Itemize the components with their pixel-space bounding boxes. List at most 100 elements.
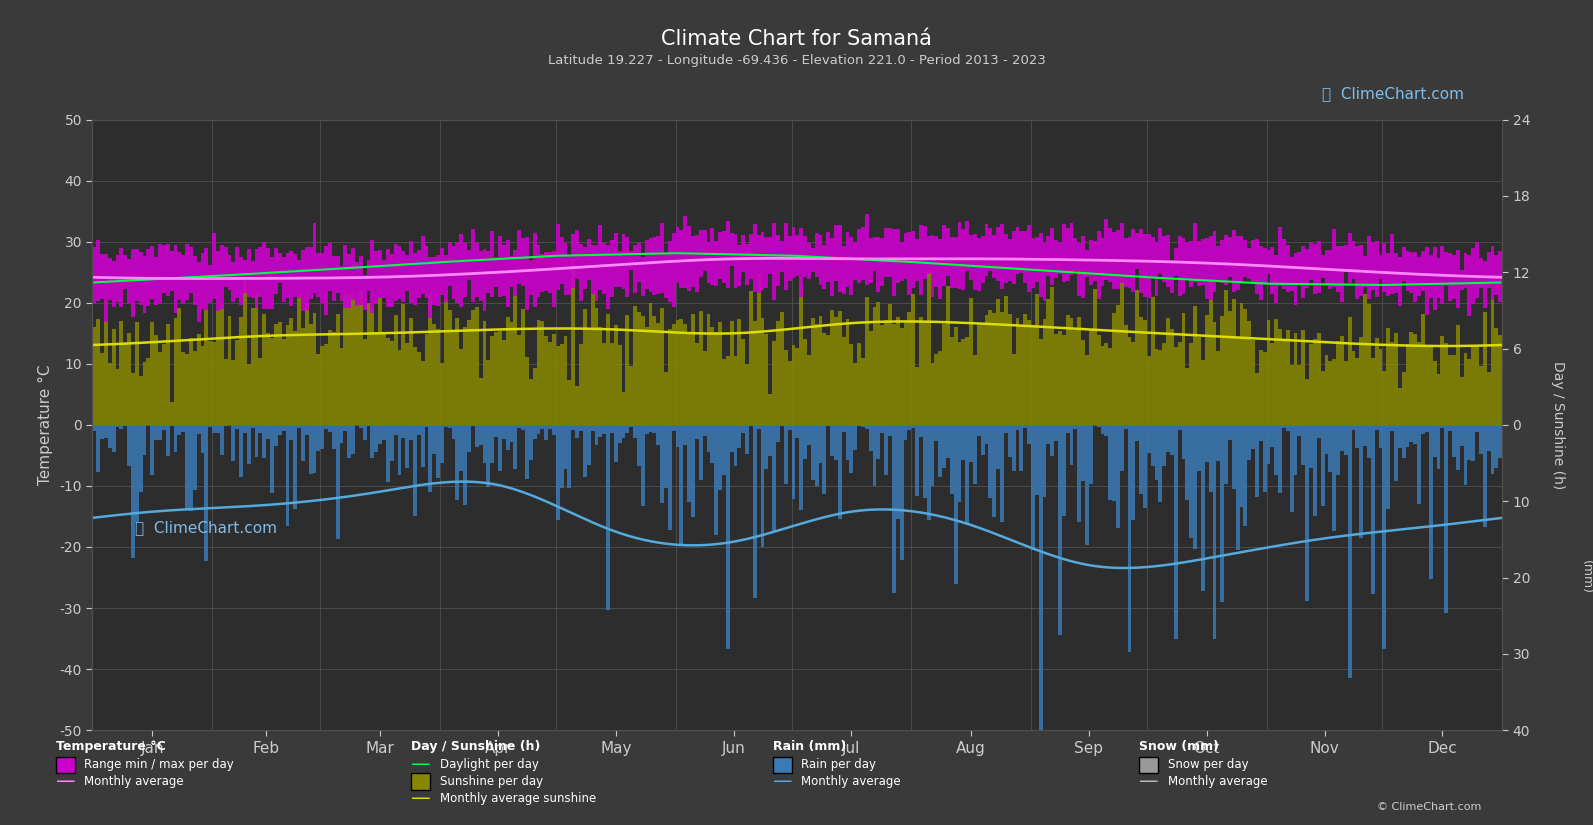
Bar: [483, 425, 486, 464]
Bar: [1383, 243, 1386, 292]
Bar: [1266, 250, 1271, 274]
Bar: [1004, 425, 1008, 433]
Bar: [773, 224, 776, 299]
Bar: [317, 425, 320, 451]
Bar: [1451, 355, 1456, 425]
Bar: [274, 323, 277, 425]
Bar: [271, 425, 274, 493]
Bar: [746, 425, 749, 454]
Bar: [1120, 223, 1123, 283]
Bar: [873, 307, 876, 425]
Bar: [1429, 256, 1432, 298]
Bar: [738, 245, 741, 286]
Bar: [1445, 342, 1448, 425]
Bar: [749, 234, 753, 280]
Bar: [1317, 425, 1321, 437]
Bar: [540, 321, 545, 425]
Bar: [841, 425, 846, 431]
Bar: [1426, 425, 1429, 432]
Bar: [309, 425, 312, 474]
Bar: [323, 425, 328, 429]
Bar: [1309, 242, 1313, 280]
Bar: [965, 221, 969, 271]
Bar: [927, 236, 930, 274]
Bar: [378, 297, 382, 425]
Bar: [992, 425, 996, 517]
Bar: [1066, 315, 1069, 425]
Bar: [1426, 247, 1429, 315]
Bar: [1131, 425, 1136, 520]
Bar: [193, 256, 196, 305]
Bar: [1399, 257, 1402, 306]
Bar: [1012, 354, 1015, 425]
Bar: [190, 425, 193, 512]
Bar: [930, 363, 935, 425]
Bar: [499, 425, 502, 471]
Bar: [765, 237, 768, 289]
Bar: [1459, 377, 1464, 425]
Bar: [258, 425, 263, 433]
Bar: [363, 339, 366, 425]
Bar: [1359, 425, 1364, 538]
Bar: [266, 248, 271, 309]
Bar: [919, 317, 922, 425]
Bar: [1109, 348, 1112, 425]
Bar: [1413, 334, 1418, 425]
Bar: [282, 339, 285, 425]
Bar: [1223, 235, 1228, 285]
Bar: [1263, 425, 1266, 493]
Bar: [104, 320, 108, 425]
Bar: [854, 363, 857, 425]
Bar: [738, 319, 741, 425]
Bar: [835, 318, 838, 425]
Bar: [1290, 365, 1294, 425]
Bar: [390, 342, 393, 425]
Bar: [1459, 270, 1464, 290]
Bar: [123, 255, 127, 290]
Bar: [1297, 365, 1301, 425]
Bar: [1294, 333, 1297, 425]
Bar: [196, 425, 201, 435]
Bar: [331, 257, 336, 301]
Bar: [244, 260, 247, 293]
Bar: [1020, 231, 1023, 273]
Bar: [984, 425, 989, 445]
Bar: [166, 243, 169, 295]
Bar: [409, 425, 413, 440]
Bar: [618, 251, 621, 286]
Bar: [629, 425, 632, 427]
Bar: [336, 256, 339, 293]
Bar: [1258, 246, 1263, 300]
Bar: [572, 234, 575, 288]
Bar: [586, 238, 591, 280]
Bar: [1228, 310, 1231, 425]
Bar: [1058, 332, 1063, 425]
Bar: [1104, 219, 1109, 280]
Bar: [1055, 425, 1058, 441]
Bar: [892, 324, 895, 425]
Bar: [285, 325, 290, 425]
Bar: [1209, 236, 1212, 299]
Bar: [190, 338, 193, 425]
Bar: [1340, 425, 1344, 451]
Bar: [1456, 250, 1459, 308]
Bar: [223, 247, 228, 287]
Bar: [1223, 290, 1228, 425]
Bar: [277, 252, 282, 283]
Bar: [266, 332, 271, 425]
Bar: [1378, 349, 1383, 425]
Bar: [792, 228, 795, 279]
Bar: [881, 425, 884, 432]
Bar: [436, 328, 440, 425]
Bar: [1348, 425, 1351, 678]
Bar: [1351, 425, 1356, 430]
Bar: [838, 425, 841, 519]
Bar: [174, 318, 177, 425]
Bar: [1282, 239, 1286, 289]
Bar: [1356, 425, 1359, 448]
Bar: [537, 320, 540, 425]
Bar: [193, 425, 196, 490]
Bar: [784, 224, 787, 290]
Bar: [938, 239, 941, 299]
Bar: [1494, 425, 1499, 469]
